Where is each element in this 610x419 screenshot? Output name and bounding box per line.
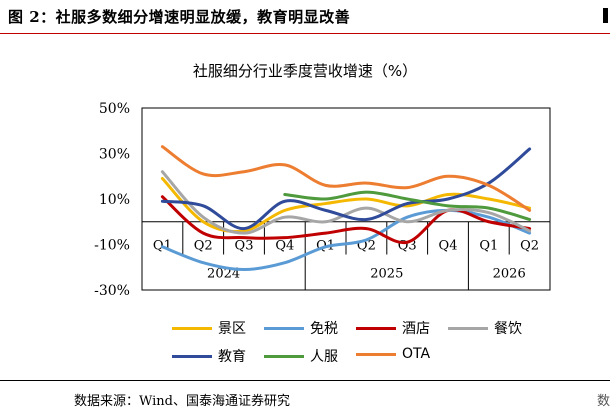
legend-label: OTA [402,346,431,362]
series-line-人服 [283,190,532,221]
legend-item: OTA [356,346,430,362]
year-label: 2025 [370,266,403,281]
plot-frame [141,107,551,291]
legend-label: 免税 [310,321,338,337]
year-label: 2026 [493,266,526,281]
legend-label: 人服 [310,349,338,365]
series-line-餐饮 [160,170,532,235]
series-line-教育 [160,147,532,231]
legend-item: 酒店 [356,318,430,338]
legend-label: 酒店 [402,321,430,337]
x-tick-label: Q1 [479,239,498,254]
y-tick-label: -30% [94,283,130,299]
legend-item: 餐饮 [448,318,522,338]
series-line-酒店 [160,195,532,245]
legend-item: 人服 [264,346,338,366]
edge-marker [603,8,608,23]
y-tick-label: 10% [99,192,130,208]
legend-item: 教育 [172,346,246,366]
chart-title: 社服细分行业季度营收增速（%） [192,62,418,80]
y-tick-label: -10% [94,238,130,254]
x-tick-label: Q4 [439,239,458,254]
bottom-divider [0,380,610,381]
x-tick-label: Q2 [194,239,213,254]
legend-swatch [356,352,396,356]
legend-swatch [172,354,212,358]
legend-item: 景区 [172,318,246,338]
y-tick-label: 30% [99,147,130,163]
edge-text: 数 [596,394,610,409]
series-line-OTA [160,145,532,212]
legend-swatch [264,326,304,330]
title-divider [0,33,610,34]
x-tick-label: Q2 [520,239,539,254]
legend-label: 教育 [218,349,246,365]
legend-swatch [448,326,488,330]
x-tick-label: Q3 [235,239,254,254]
legend-label: 景区 [218,321,246,337]
legend-swatch [264,354,304,358]
y-tick-label: 50% [99,101,130,117]
legend-swatch [356,326,396,330]
figure-title: 图 2：社服多数细分增速明显放缓，教育明显改善 [8,8,351,26]
x-tick-label: Q4 [275,239,294,254]
source-note: 数据来源：Wind、国泰海通证券研究 [74,394,290,409]
legend-item: 免税 [264,318,338,338]
legend-swatch [172,326,212,330]
legend-label: 餐饮 [494,321,522,337]
